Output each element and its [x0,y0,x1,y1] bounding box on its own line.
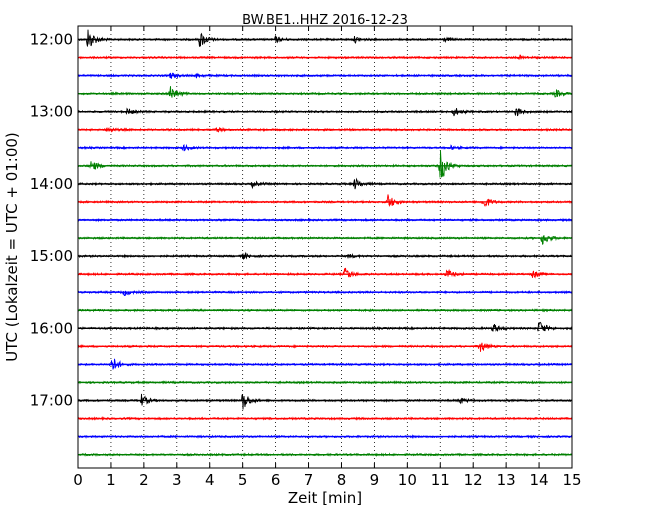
trace-1345 [77,150,573,178]
x-axis: 0 1 2 3 4 5 6 7 8 9 10 11 12 13 14 15 [73,26,582,489]
trace-1315 [77,126,573,133]
y-tick-label: 14:00 [30,175,73,193]
trace-1745 [77,452,573,458]
x-tick-label: 14 [530,471,549,489]
plot-frame [77,25,573,469]
trace-waveform [77,342,573,352]
trace-1215 [77,54,573,61]
trace-1245 [77,86,573,98]
trace-waveform [77,150,573,178]
trace-1400 [77,177,573,190]
trace-1415 [77,194,573,207]
x-tick-label: 9 [370,471,380,489]
trace-1330 [77,143,573,152]
trace-1530 [77,289,573,297]
trace-1515 [77,267,573,279]
trace-waveform [77,321,573,332]
x-tick-label: 13 [497,471,516,489]
x-tick-label: 7 [304,471,314,489]
y-tick-label: 15:00 [30,247,73,265]
trace-1545 [77,307,573,313]
trace-1500 [77,251,573,260]
trace-waveform [77,235,573,245]
trace-1230 [77,72,573,80]
x-tick-label: 10 [398,471,417,489]
trace-1600 [77,321,573,332]
x-tick-label: 12 [464,471,483,489]
chart-title: BW.BE1..HHZ 2016-12-23 [242,13,408,28]
x-tick-label: 4 [205,471,215,489]
y-tick-label: 17:00 [30,392,73,410]
trace-1730 [77,434,573,440]
y-axis-label: UTC (Lokalzeit = UTC + 01:00) [3,132,21,362]
x-tick-label: 2 [139,471,149,489]
x-tick-label: 5 [238,471,248,489]
trace-1445 [77,235,573,245]
trace-1630 [77,358,573,370]
trace-1645 [77,380,573,385]
trace-1615 [77,342,573,352]
y-tick-label: 16:00 [30,319,73,337]
y-axis: 12:00 13:00 14:00 15:00 16:00 17:00 [30,31,572,410]
trace-1200 [77,29,573,47]
x-tick-label: 6 [271,471,281,489]
x-tick-label: 1 [106,471,116,489]
x-tick-label: 15 [562,471,581,489]
trace-1300 [77,107,573,117]
y-tick-label: 12:00 [30,31,73,49]
trace-waveform [77,86,573,98]
y-tick-label: 13:00 [30,103,73,121]
vertical-gridlines [110,26,540,468]
trace-1430 [77,217,573,223]
x-tick-label: 0 [73,471,83,489]
trace-waveform [77,29,573,47]
trace-group [77,29,573,458]
trace-1715 [77,416,573,422]
trace-waveform [77,194,573,207]
x-tick-label: 11 [431,471,450,489]
x-axis-label: Zeit [min] [288,489,362,507]
x-tick-label: 8 [337,471,347,489]
x-tick-label: 3 [172,471,182,489]
trace-waveform [77,393,573,410]
trace-1700 [77,393,573,410]
trace-waveform [77,267,573,279]
